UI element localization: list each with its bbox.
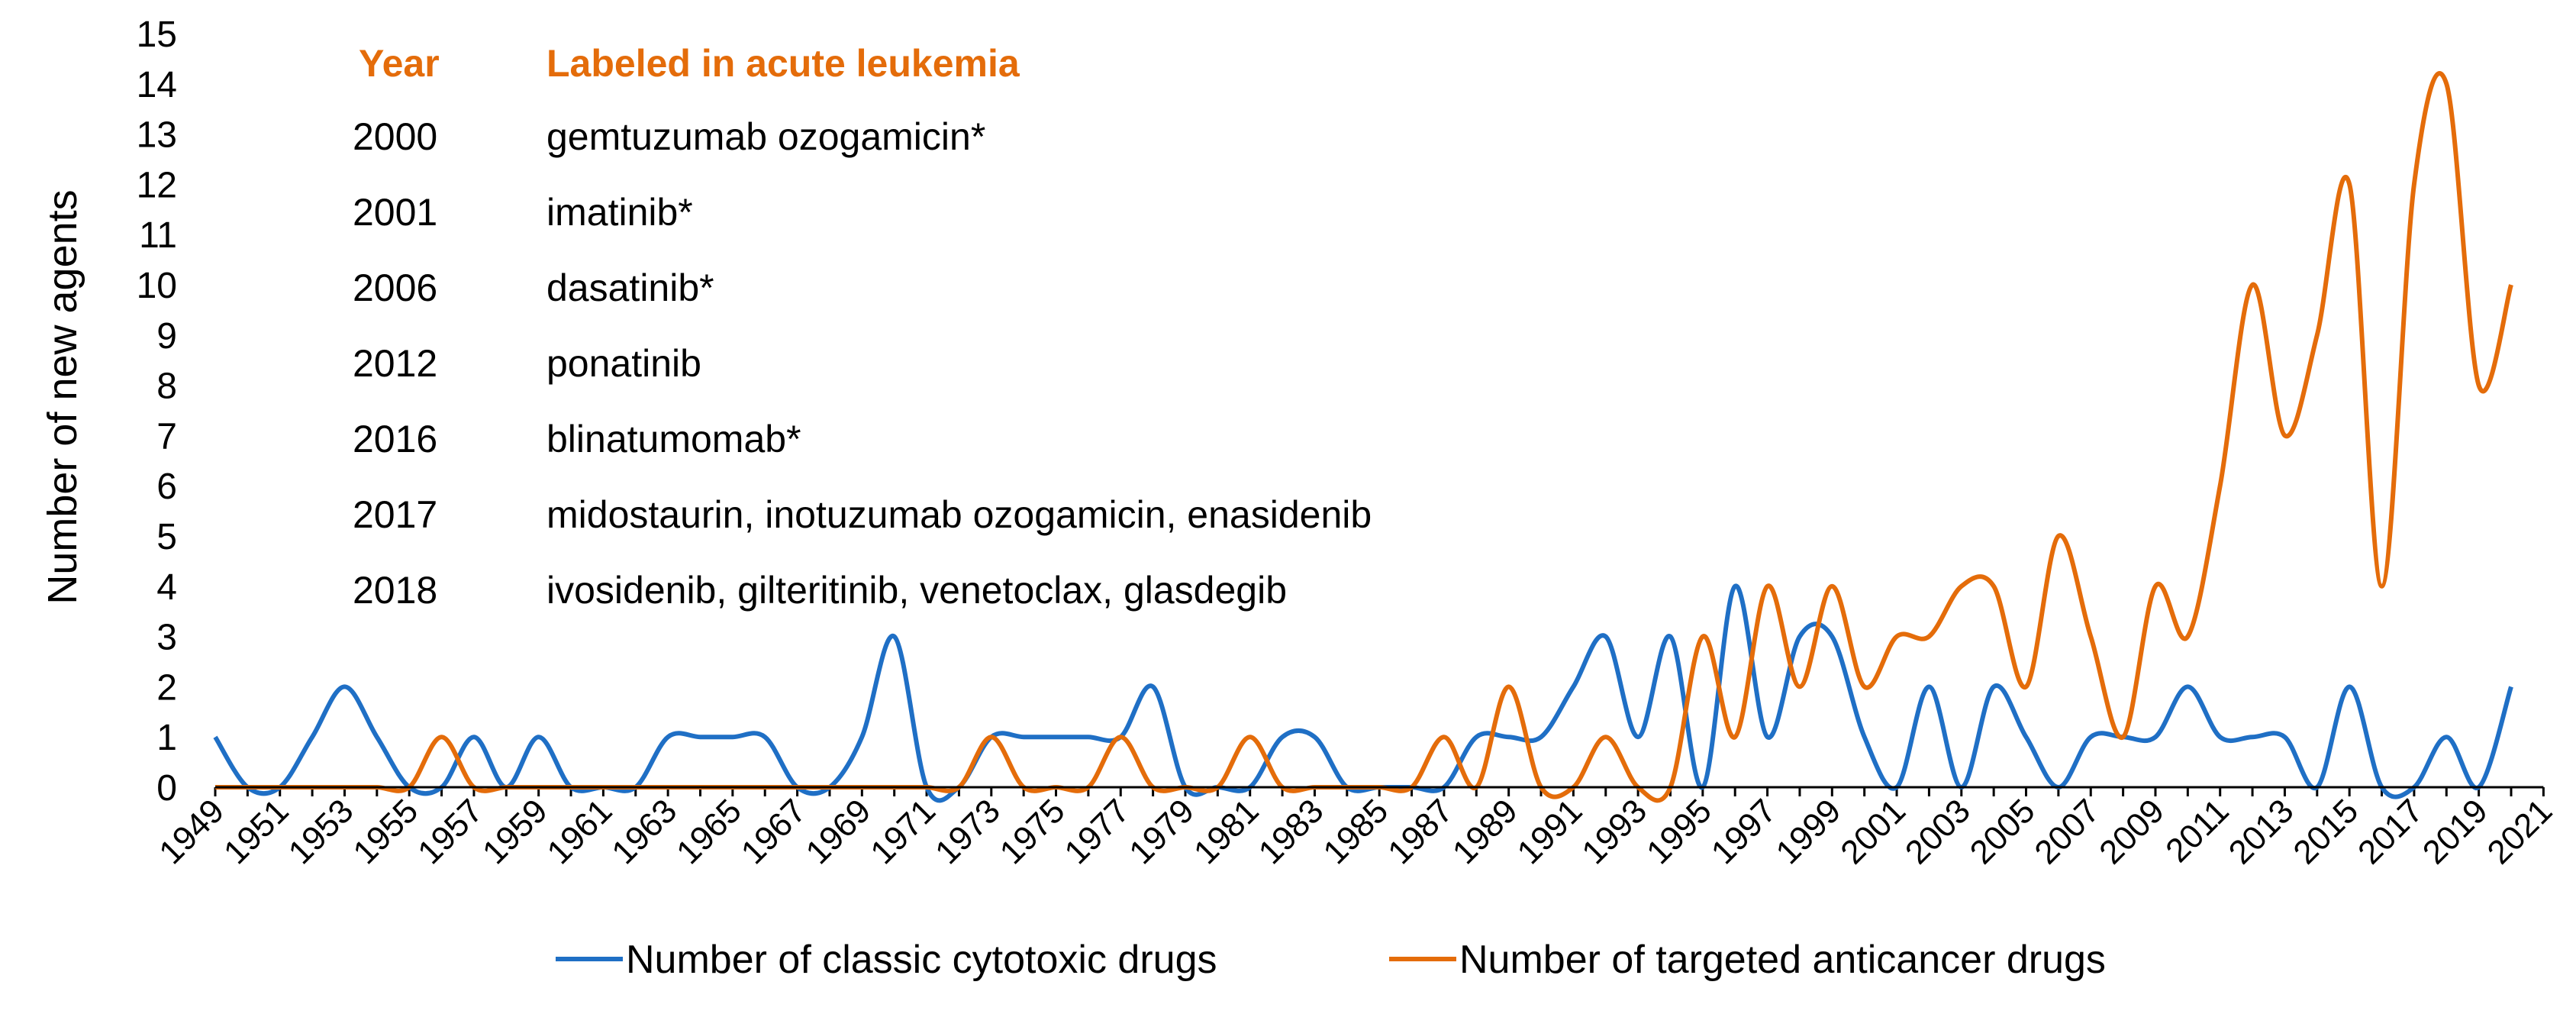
y-tick-label: 5 xyxy=(156,517,177,557)
legend: Number of classic cytotoxic drugs Number… xyxy=(556,938,2106,982)
annotation-drugs: dasatinib* xyxy=(546,266,714,309)
x-tick-label: 1977 xyxy=(1057,792,1136,871)
x-tick-label: 2011 xyxy=(2158,792,2236,870)
x-tick-label: 1967 xyxy=(734,792,814,871)
x-tick-label: 2013 xyxy=(2222,792,2301,871)
x-tick-label: 1981 xyxy=(1187,792,1266,871)
x-tick-label: 1979 xyxy=(1122,792,1201,871)
x-tick-label: 1989 xyxy=(1446,792,1525,871)
x-tick-label: 2021 xyxy=(2481,792,2560,871)
y-tick-label: 8 xyxy=(156,367,177,407)
x-tick-label: 1985 xyxy=(1316,792,1395,871)
y-tick-label: 4 xyxy=(156,567,177,608)
x-tick-label: 1953 xyxy=(282,792,361,871)
x-tick-label: 2019 xyxy=(2416,792,2495,871)
x-tick-label: 1991 xyxy=(1510,792,1590,871)
series-line-cytotoxic xyxy=(213,583,2513,803)
y-tick-label: 9 xyxy=(156,316,177,357)
x-tick-label: 1997 xyxy=(1704,792,1784,871)
x-tick-label: 1957 xyxy=(411,792,490,871)
y-tick-label: 0 xyxy=(156,768,177,809)
annotation-drugs: ponatinib xyxy=(546,342,701,385)
annotation-year: 2018 xyxy=(353,569,437,612)
x-tick-label: 1993 xyxy=(1575,792,1654,871)
x-tick-label: 1969 xyxy=(799,792,879,871)
y-tick-label: 12 xyxy=(137,165,177,205)
annotation-table: Year Labeled in acute leukemia 2000 gemtu… xyxy=(353,42,1372,612)
annotation-year: 2001 xyxy=(353,191,437,234)
legend-label-targeted: Number of targeted anticancer drugs xyxy=(1459,938,2106,982)
legend-label-cytotoxic: Number of classic cytotoxic drugs xyxy=(626,938,1217,982)
x-tick-label: 1955 xyxy=(346,792,425,871)
x-tick-label: 2017 xyxy=(2351,792,2430,871)
x-tick-label: 1999 xyxy=(1769,792,1849,871)
x-tick-label: 1987 xyxy=(1381,792,1460,871)
x-tick-label: 1951 xyxy=(217,792,296,871)
y-tick-label: 3 xyxy=(156,618,177,658)
y-tick-label: 13 xyxy=(137,115,177,156)
annotation-year: 2017 xyxy=(353,493,437,536)
annotation-drugs: midostaurin, inotuzumab ozogamicin, enas… xyxy=(546,493,1372,536)
annotation-year: 2000 xyxy=(353,115,437,158)
x-tick-label: 1975 xyxy=(993,792,1072,871)
y-tick-label: 11 xyxy=(139,215,177,256)
y-tick-label: 7 xyxy=(156,416,177,457)
x-tick-label: 2001 xyxy=(1833,792,1913,871)
annotation-year: 2006 xyxy=(353,266,437,309)
annotation-drugs: ivosidenib, gilteritinib, venetoclax, gl… xyxy=(546,569,1287,612)
y-axis-title: Number of new agents xyxy=(40,189,85,604)
x-tick-label: 1971 xyxy=(863,792,943,871)
x-tick-label: 2005 xyxy=(1963,792,2042,871)
x-tick-label: 2009 xyxy=(2092,792,2171,871)
annotation-drugs: blinatumomab* xyxy=(546,418,801,460)
x-tick-label: 1961 xyxy=(540,792,620,871)
x-tick-label: 1973 xyxy=(928,792,1008,871)
y-tick-label: 15 xyxy=(137,15,177,55)
x-tick-label: 1963 xyxy=(605,792,684,871)
x-tick-label: 1995 xyxy=(1639,792,1719,871)
x-tick-label: 2003 xyxy=(1898,792,1978,871)
annotation-drugs: gemtuzumab ozogamicin* xyxy=(546,115,985,158)
y-tick-label: 10 xyxy=(137,266,177,306)
y-tick-label: 6 xyxy=(156,467,177,507)
x-tick-label: 1959 xyxy=(476,792,555,871)
annotation-year: 2016 xyxy=(353,418,437,460)
x-tick-label: 2015 xyxy=(2286,792,2365,871)
y-tick-label: 14 xyxy=(137,65,177,105)
annotation-drugs: imatinib* xyxy=(546,191,693,234)
x-tick-label: 1965 xyxy=(669,792,749,871)
x-tick-label: 1983 xyxy=(1252,792,1331,871)
y-tick-label: 1 xyxy=(156,718,177,758)
annotation-year: 2012 xyxy=(353,342,437,385)
annotation-header-year: Year xyxy=(359,42,440,85)
y-tick-label: 2 xyxy=(156,667,177,708)
x-axis-ticks: 1949195119531955195719591961196319651967… xyxy=(152,787,2559,871)
x-tick-label: 2007 xyxy=(2027,792,2107,871)
annotation-header-label: Labeled in acute leukemia xyxy=(546,42,1020,85)
